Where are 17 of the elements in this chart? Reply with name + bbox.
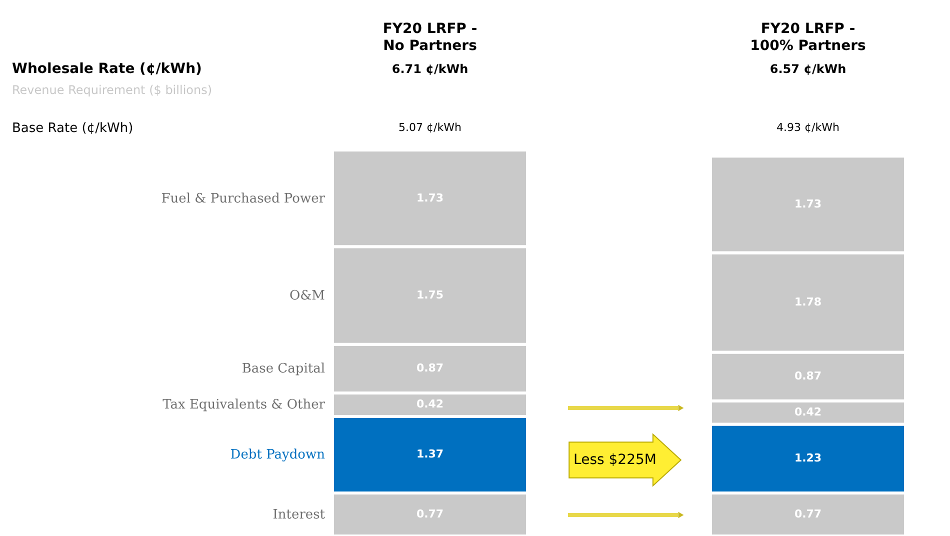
text: Base Rate (¢/kWh) bbox=[12, 121, 134, 136]
series-label: Debt Paydown bbox=[230, 448, 326, 463]
series-label: Fuel & Purchased Power bbox=[161, 191, 326, 206]
text: 6.71 ¢/kWh bbox=[392, 62, 468, 76]
annotation: Less $225M bbox=[574, 452, 656, 468]
data-label: 1.37 bbox=[416, 448, 444, 461]
text: Wholesale Rate (¢/kWh) bbox=[12, 61, 202, 77]
data-label: 1.23 bbox=[794, 452, 822, 465]
series-label: Tax Equivalents & Other bbox=[162, 398, 326, 413]
series-label: O&M bbox=[289, 288, 325, 304]
text: 6.57 ¢/kWh bbox=[770, 62, 846, 76]
x-tick-label: FY20 LRFP - 100% Partners bbox=[750, 21, 866, 54]
text: 4.93 ¢/kWh bbox=[776, 121, 840, 134]
series-label: Interest bbox=[272, 507, 326, 522]
x-tick-label: FY20 LRFP - No Partners bbox=[382, 21, 478, 54]
text: 5.07 ¢/kWh bbox=[398, 121, 462, 134]
series-label: Base Capital bbox=[242, 362, 325, 377]
